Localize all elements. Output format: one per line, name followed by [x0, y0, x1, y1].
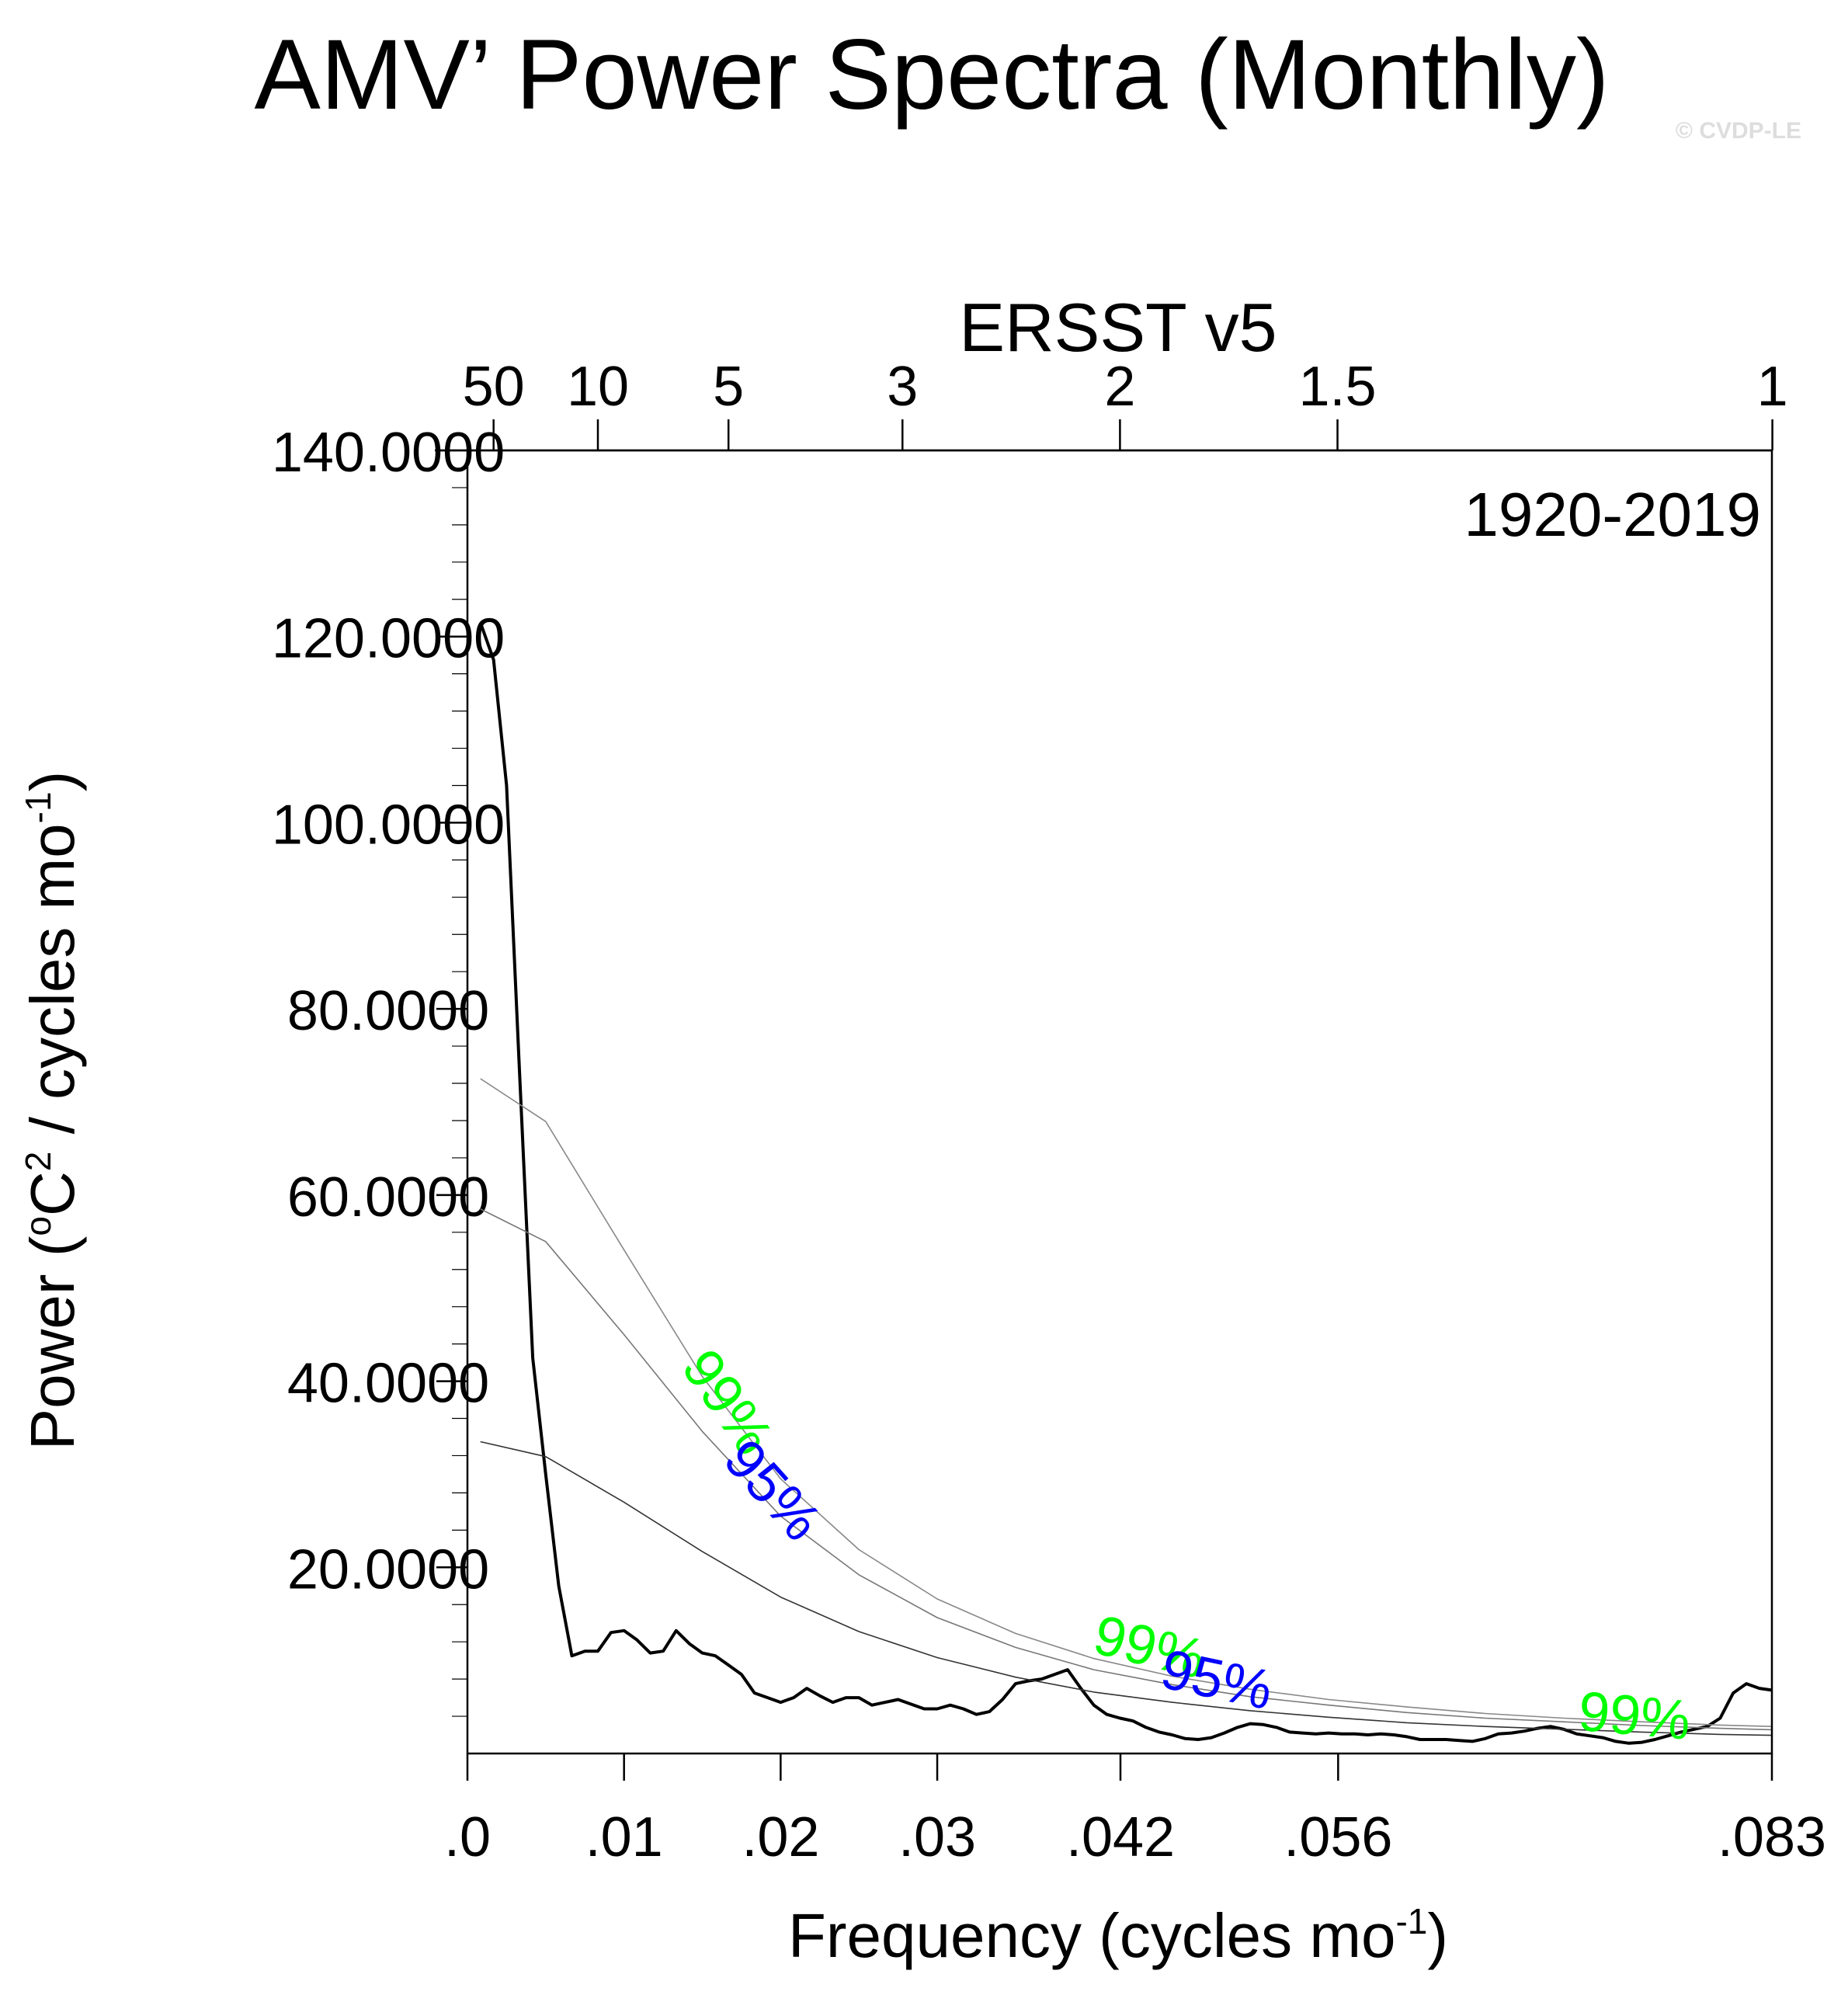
series-95-percent	[480, 1208, 1773, 1731]
x-axis-title: Frequency (cycles mo-1)	[788, 1901, 1448, 1970]
x-tick-label: .01	[585, 1806, 663, 1868]
x-tick-label: .056	[1284, 1806, 1392, 1868]
x-tick-label: .042	[1066, 1806, 1175, 1868]
y-tick-label: 140.0000	[272, 422, 505, 484]
confidence-label: 99%	[1576, 1680, 1693, 1752]
series-spectrum	[478, 622, 1773, 1745]
plot-frame	[466, 449, 1773, 1755]
top-tick-label: 10	[567, 356, 629, 418]
top-tick-label: 2	[1104, 356, 1135, 418]
y-tick-label: 40.0000	[287, 1353, 489, 1415]
y-tick-label: 60.0000	[287, 1166, 489, 1229]
y-tick-label: 20.0000	[287, 1538, 489, 1601]
y-tick-label: 120.0000	[272, 608, 505, 670]
curves-layer	[478, 622, 1773, 1745]
series-99-percent	[480, 1078, 1773, 1727]
x-tick-label: .03	[898, 1806, 976, 1868]
curve-labels-layer: 99%95%99%95% 99%	[670, 1339, 1693, 1752]
y-tick-label: 100.0000	[272, 794, 505, 856]
chart-title: AMV’ Power Spectra (Monthly)	[254, 19, 1609, 130]
ticks-layer: 20.0000 40.0000 60.0000 80.0000 100.0000 120.…	[272, 356, 1826, 1868]
confidence-label: 95%	[1155, 1638, 1278, 1722]
x-tick-label: .083	[1718, 1806, 1826, 1868]
top-tick-label: 1	[1757, 356, 1788, 418]
top-tick-label: 1.5	[1298, 356, 1376, 418]
y-tick-label: 80.0000	[287, 980, 489, 1042]
top-tick-label: 50	[463, 356, 525, 418]
watermark: © CVDP-LE	[1676, 118, 1801, 144]
x-tick-label: .0	[444, 1806, 491, 1868]
top-tick-label: 3	[887, 356, 918, 418]
top-tick-label: 5	[713, 356, 744, 418]
period-label: 1920-2019	[1464, 480, 1761, 549]
x-tick-label: .02	[742, 1806, 819, 1868]
series-red-noise	[480, 1441, 1773, 1736]
y-axis-title: Power (oC2 / cycles mo-1)	[18, 771, 87, 1450]
chart-subtitle: ERSST v5	[959, 289, 1277, 366]
